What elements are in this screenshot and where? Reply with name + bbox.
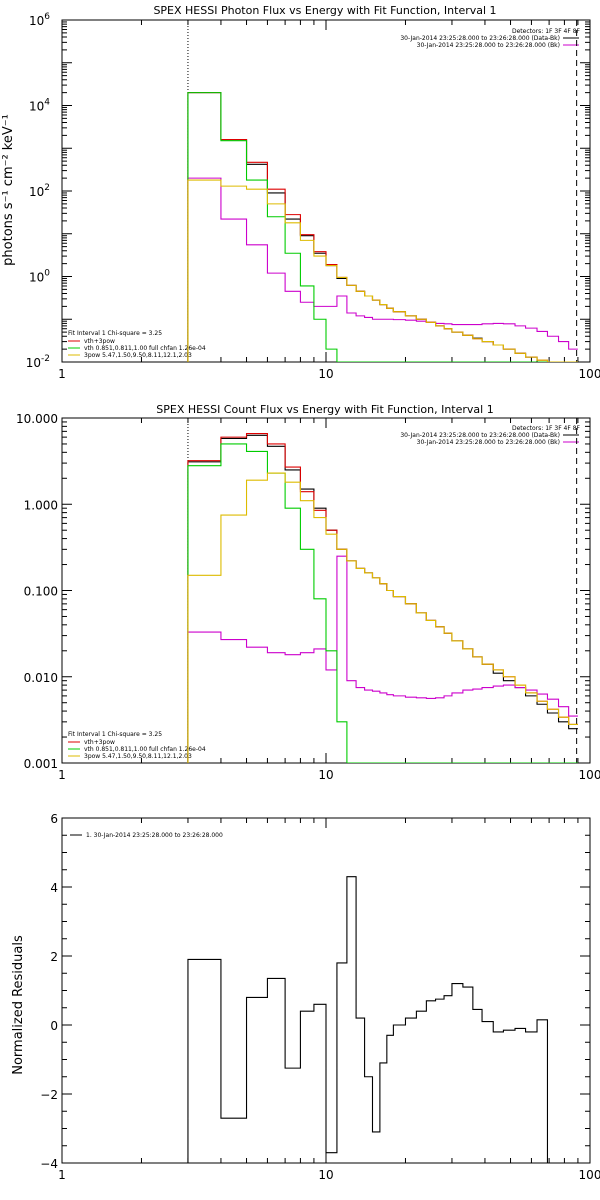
count-flux-legend-data-bk: 30-Jan-2014 23:25:28.000 to 23:26:28.000… (400, 432, 560, 439)
photon-flux-x-tick-label: 100 (579, 367, 600, 381)
count-flux-y-tick-label: 0.010 (24, 671, 58, 685)
residuals-x-tick-label: 100 (579, 1168, 600, 1182)
photon-flux-legend-total: vth+3pow (84, 338, 115, 345)
count-flux-x-tick-label: 1 (58, 768, 66, 782)
photon-flux-y-tick-label: 100 (29, 269, 50, 285)
residuals-x-tick-label: 1 (58, 1168, 66, 1182)
count-flux-y-tick-label: 1.000 (24, 498, 58, 512)
photon-flux-series-vth (187, 92, 578, 362)
photon-flux-x-tick-label: 10 (318, 367, 333, 381)
count-flux-legend-bk: 30-Jan-2014 23:25:28.000 to 23:26:28.000… (417, 439, 560, 446)
photon-flux-y-axis-label: photons s⁻¹ cm⁻² keV⁻¹ (1, 114, 16, 266)
count-flux-legend-3pow: 3pow 5.47,1.50,9.50,8.11,12.1,2.03 (84, 753, 192, 760)
count-flux-legend-total: vth+3pow (84, 739, 115, 746)
photon-flux-x-tick-label: 1 (58, 367, 66, 381)
photon-flux-series-3pow (187, 179, 578, 362)
photon-flux-legend-bk: 30-Jan-2014 23:25:28.000 to 23:26:28.000… (417, 42, 560, 49)
residuals-panel: Normalized Residuals 1. 30-Jan-2014 23:2… (11, 832, 223, 1075)
residuals-y-axis-label: Normalized Residuals (11, 935, 26, 1075)
residuals-y-tick-label: 0 (50, 1019, 58, 1033)
residuals-series-1 (187, 876, 578, 1163)
photon-flux-title: SPEX HESSI Photon Flux vs Energy with Fi… (153, 4, 496, 17)
photon-flux-y-tick-label: 102 (29, 183, 50, 199)
photon-flux-panel: SPEX HESSI Photon Flux vs Energy with Fi… (1, 4, 581, 359)
count-flux-title: SPEX HESSI Count Flux vs Energy with Fit… (156, 403, 493, 416)
residuals-y-tick-label: −4 (40, 1157, 58, 1171)
count-flux-legend-fit-header: Fit Interval 1 Chi-square = 3.25 (68, 731, 162, 738)
count-flux-y-tick-label: 10.000 (16, 412, 58, 426)
photon-flux-legend-3pow: 3pow 5.47,1.50,9.50,8.11,12.1,2.03 (84, 352, 192, 359)
photon-flux-legend-fit-header: Fit Interval 1 Chi-square = 3.25 (68, 330, 162, 337)
count-flux-panel: SPEX HESSI Count Flux vs Energy with Fit… (68, 403, 581, 760)
photon-flux-y-tick-label: 106 (29, 12, 50, 28)
residuals-y-tick-label: 6 (50, 812, 58, 826)
count-flux-series-bk (187, 555, 578, 763)
count-flux-y-tick-label: 0.001 (24, 757, 58, 771)
count-flux-y-tick-label: 0.100 (24, 585, 58, 599)
photon-flux-y-tick-label: 104 (29, 98, 50, 114)
photon-flux-legend-data-bk: 30-Jan-2014 23:25:28.000 to 23:26:28.000… (400, 35, 560, 42)
residuals-y-tick-label: 2 (50, 950, 58, 964)
count-flux-series-3pow (187, 472, 578, 763)
count-flux-legend-vth: vth 0.851,0.811,1.00 full chfan 1.26e-04 (84, 746, 206, 753)
photon-flux-legend-detectors: Detectors: 1F 3F 4F 8F (512, 28, 581, 35)
count-flux-legend-detectors: Detectors: 1F 3F 4F 8F (512, 425, 581, 432)
photon-flux-series-bk (187, 177, 578, 362)
count-flux-x-tick-label: 100 (579, 768, 600, 782)
residuals-legend-label: 1. 30-Jan-2014 23:25:28.000 to 23:26:28.… (86, 832, 223, 839)
residuals-y-tick-label: −2 (40, 1088, 58, 1102)
count-flux-x-tick-label: 10 (318, 768, 333, 782)
photon-flux-legend-vth: vth 0.851,0.811,1.00 full chfan 1.26e-04 (84, 345, 206, 352)
photon-flux-y-tick-label: 10-2 (26, 354, 50, 370)
residuals-y-tick-label: 4 (50, 881, 58, 895)
residuals-x-tick-label: 10 (318, 1168, 333, 1182)
